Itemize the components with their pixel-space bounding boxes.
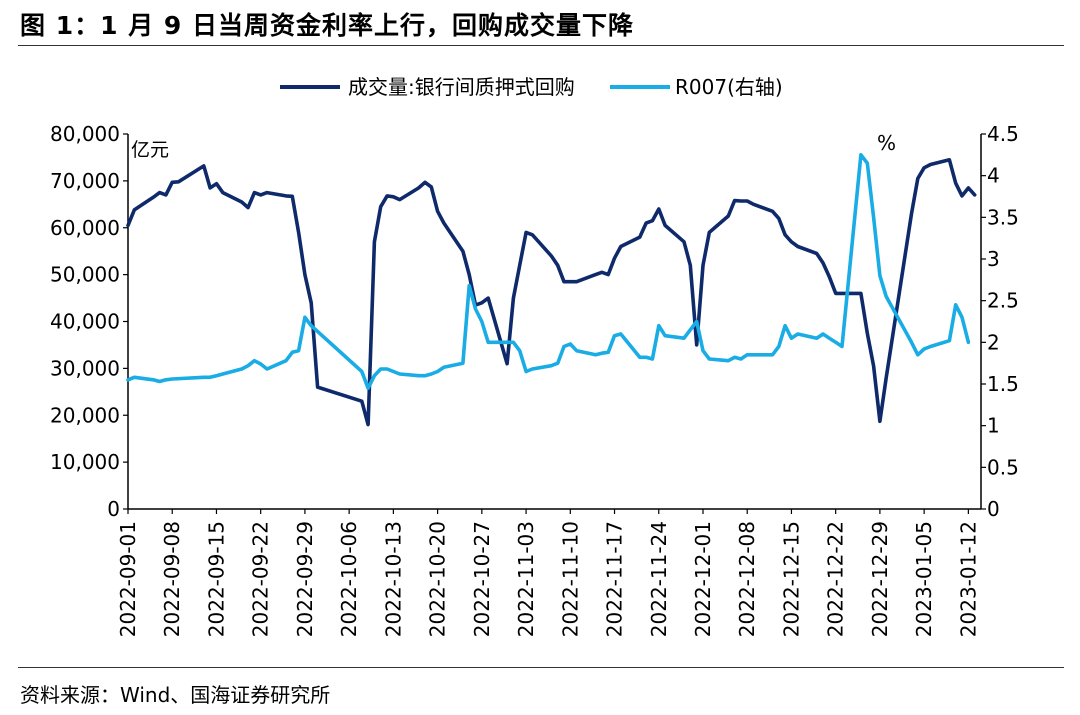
x-tick-label: 2022-11-10 bbox=[558, 521, 582, 637]
x-tick-label: 2022-12-29 bbox=[868, 521, 892, 637]
x-tick-label: 2022-09-22 bbox=[249, 521, 273, 637]
x-tick-label: 2022-11-24 bbox=[647, 521, 671, 637]
x-tick-label: 2022-10-20 bbox=[426, 521, 450, 637]
right-tick-label: 4.5 bbox=[987, 122, 1019, 146]
x-tick-label: 2022-12-22 bbox=[824, 521, 848, 637]
chart-axes bbox=[127, 134, 982, 510]
right-tick-label: 1.5 bbox=[987, 372, 1019, 396]
x-tick-label: 2022-10-27 bbox=[470, 521, 494, 637]
left-tick-label: 50,000 bbox=[50, 263, 120, 287]
left-tick-label: 20,000 bbox=[50, 403, 120, 427]
series-layer bbox=[126, 153, 977, 427]
legend-item-repo-volume-label: 成交量:银行间质押式回购 bbox=[348, 75, 575, 99]
right-tick-label: 0 bbox=[987, 497, 1000, 521]
x-tick-label: 2022-11-03 bbox=[514, 521, 538, 637]
x-tick-label: 2022-09-15 bbox=[204, 521, 228, 637]
source-divider bbox=[18, 667, 1064, 668]
right-tick-label: 1 bbox=[987, 414, 1000, 438]
x-tick-label: 2022-12-08 bbox=[735, 521, 759, 637]
legend-item-r007-label: R007(右轴) bbox=[675, 75, 783, 99]
source-note: 资料来源：Wind、国海证券研究所 bbox=[20, 683, 331, 707]
series-line-repo-volume bbox=[126, 158, 977, 427]
right-tick-label: 4 bbox=[987, 164, 1000, 188]
right-tick-label: 2.5 bbox=[987, 289, 1019, 313]
x-tick-label: 2022-09-29 bbox=[293, 521, 317, 637]
left-tick-label: 0 bbox=[107, 497, 120, 521]
x-tick-label: 2022-12-15 bbox=[779, 521, 803, 637]
left-tick-label: 30,000 bbox=[50, 356, 120, 380]
right-tick-label: 3.5 bbox=[987, 205, 1019, 229]
page-title: 图 1：1 月 9 日当周资金利率上行，回购成交量下降 bbox=[20, 11, 635, 40]
x-tick-label: 2022-09-08 bbox=[160, 521, 184, 637]
right-tick-label: 0.5 bbox=[987, 455, 1019, 479]
x-tick-label: 2022-11-17 bbox=[603, 521, 627, 637]
left-axis-ticks: 0 10,000 20,000 30,000 40,000 50,000 60,000 70,… bbox=[50, 122, 128, 521]
x-tick-label: 2022-10-13 bbox=[381, 521, 405, 637]
x-tick-label: 2022-10-06 bbox=[337, 521, 361, 637]
left-tick-label: 40,000 bbox=[50, 310, 120, 334]
x-tick-label: 2022-12-01 bbox=[691, 521, 715, 637]
right-axis-unit-label: % bbox=[877, 131, 896, 155]
right-axis-ticks: 0 0.5 1 1.5 2 2.5 3 3.5 4 4.5 bbox=[981, 122, 1019, 521]
chart-legend: 成交量:银行间质押式回购 R007(右轴) bbox=[280, 75, 783, 99]
left-axis-unit-label: 亿元 bbox=[131, 139, 169, 161]
left-tick-label: 60,000 bbox=[50, 216, 120, 240]
left-tick-label: 80,000 bbox=[50, 122, 120, 146]
x-tick-label: 2023-01-05 bbox=[912, 521, 936, 637]
x-axis-ticks: 2022-09-01 2022-09-08 2022-09-15 2022-09-22… bbox=[116, 509, 980, 637]
left-tick-label: 10,000 bbox=[50, 450, 120, 474]
left-tick-label: 70,000 bbox=[50, 169, 120, 193]
title-divider bbox=[18, 45, 1064, 46]
right-tick-label: 2 bbox=[987, 330, 1000, 354]
series-line-r007 bbox=[126, 153, 971, 391]
right-tick-label: 3 bbox=[987, 247, 1000, 271]
x-tick-label: 2022-09-01 bbox=[116, 521, 140, 637]
x-tick-label: 2023-01-12 bbox=[956, 521, 980, 637]
